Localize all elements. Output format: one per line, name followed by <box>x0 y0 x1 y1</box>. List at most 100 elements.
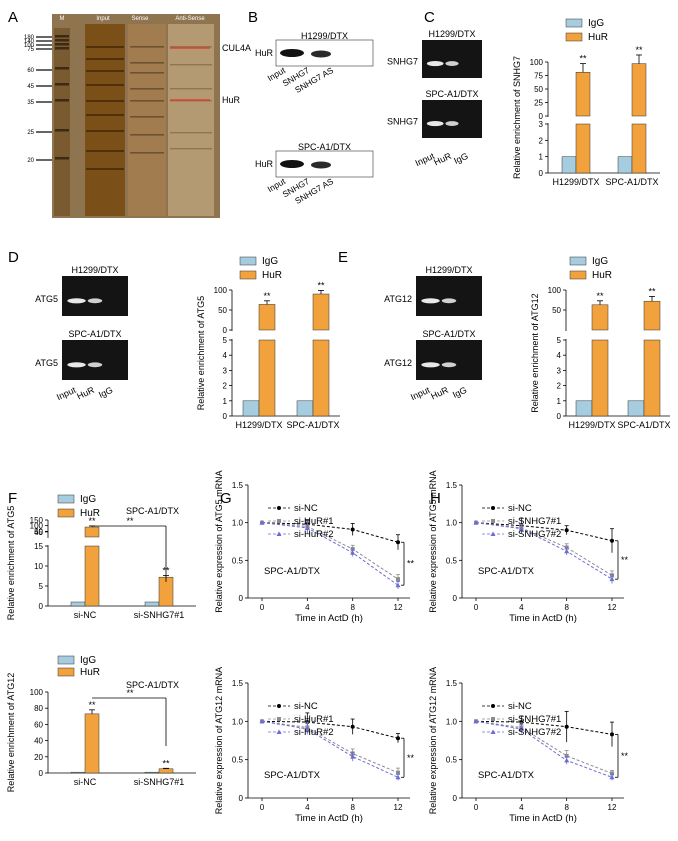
panel-letter-f: F <box>8 490 17 507</box>
y-tick-label: 0 <box>223 326 228 335</box>
legend-marker <box>491 506 495 510</box>
x-axis-label: Time in ActD (h) <box>295 813 363 824</box>
bar-hur-lower <box>591 339 609 417</box>
agarose-gel <box>416 340 482 380</box>
y-tick-label: 25 <box>534 99 543 108</box>
marker-band <box>55 35 69 38</box>
legend-marker <box>276 729 282 734</box>
y-tick-label: 1.5 <box>232 481 244 490</box>
y-tick-label: 1.5 <box>446 481 458 490</box>
y-tick-label: 0 <box>453 594 458 603</box>
y-tick-label: 0 <box>39 602 44 611</box>
data-point <box>564 724 569 729</box>
agarose-gel <box>422 100 482 138</box>
y-tick-label: 50 <box>534 85 543 94</box>
axis-break <box>563 331 569 339</box>
input-band <box>86 70 124 72</box>
y-tick-label: 100 <box>30 688 44 697</box>
bracket-significance: ** <box>126 516 134 526</box>
gel-row-label: SNHG7 <box>387 117 418 127</box>
axis-break <box>45 538 51 545</box>
y-tick-label: 1.5 <box>446 679 458 688</box>
legend-marker <box>277 704 281 708</box>
gel-row-label: ATG12 <box>384 294 412 304</box>
gel-lane-label: HuR <box>429 385 450 402</box>
cell-line-label: SPC-A1/DTX <box>126 506 179 516</box>
bar-igg <box>144 771 160 774</box>
legend-label: HuR <box>262 270 282 281</box>
legend-swatch-hur <box>57 508 75 518</box>
bar-igg <box>627 400 645 417</box>
legend-label: si-NC <box>508 503 532 514</box>
y-tick-label: 5 <box>557 336 562 345</box>
gel-band-input <box>426 60 444 67</box>
input-band <box>86 114 124 116</box>
data-point <box>259 718 265 724</box>
y-tick-label: 0.5 <box>446 756 458 765</box>
marker-band <box>55 99 69 102</box>
bracket-significance: ** <box>126 688 134 698</box>
panel-letter-g: G <box>220 490 232 507</box>
series-line-2 <box>261 522 399 586</box>
marker-band <box>55 67 69 70</box>
bar-hur-lower <box>84 545 100 607</box>
y-tick-label: 0 <box>223 412 228 421</box>
data-point <box>564 753 569 758</box>
marker-size-label: 25 <box>27 130 34 136</box>
y-tick-label: 50 <box>34 527 43 536</box>
gel-column-label: Input <box>96 16 110 22</box>
panel-letter-h: H <box>430 490 441 507</box>
gel-band-input <box>426 120 444 127</box>
bar-hur-lower <box>575 123 591 174</box>
data-point <box>396 736 400 741</box>
legend-label: si-NC <box>294 701 318 712</box>
data-point <box>395 582 401 588</box>
significance-marker: ** <box>621 751 629 761</box>
y-axis-label: Relative enrichment of ATG12 <box>530 293 540 412</box>
y-axis-label: Relative expression of ATG12 mRNA <box>428 667 438 814</box>
sense-band <box>130 116 164 118</box>
y-tick-label: 100 <box>214 286 228 295</box>
legend-label: IgG <box>80 655 96 666</box>
y-tick-label: 50 <box>218 306 227 315</box>
data-point <box>396 540 400 545</box>
bar-hur-upper <box>591 304 609 331</box>
marker-band <box>55 129 69 132</box>
data-point <box>259 520 265 525</box>
sense-band <box>130 62 164 64</box>
data-point <box>350 724 355 729</box>
input-band <box>86 168 124 170</box>
anti-sense-band <box>170 88 212 90</box>
agarose-gel <box>62 340 128 380</box>
blot-title: SPC-A1/DTX <box>298 142 351 152</box>
bar-hur-lower <box>312 339 330 417</box>
cell-line-label: SPC-A1/DTX <box>126 680 179 690</box>
y-tick-label: 0.5 <box>446 556 458 565</box>
bar-igg <box>296 400 314 417</box>
category-label: si-SNHG7#1 <box>134 610 185 620</box>
gel-band-hur <box>87 362 103 368</box>
category-label: SPC-A1/DTX <box>617 420 670 430</box>
x-tick-label: 12 <box>394 803 403 812</box>
marker-size-label: 35 <box>27 100 34 106</box>
sense-band <box>130 152 164 154</box>
input-band <box>86 150 124 152</box>
gel-column-label: M <box>60 16 65 22</box>
legend-label: si-NC <box>508 701 532 712</box>
x-axis-label: Time in ActD (h) <box>509 813 577 824</box>
bar-hur-upper <box>575 72 591 117</box>
gel-band-hur <box>445 121 459 126</box>
data-point <box>518 726 524 731</box>
y-axis-label: Relative expression of ATG5 mRNA <box>428 470 438 612</box>
legend-label: si-SNHG7#1 <box>508 516 561 527</box>
category-label: SPC-A1/DTX <box>286 420 339 430</box>
legend-marker <box>277 506 281 510</box>
bar-hur-upper <box>631 63 647 117</box>
marker-band <box>55 157 69 160</box>
series-line-1 <box>261 522 399 580</box>
sense-band <box>130 72 164 74</box>
data-point <box>304 525 310 530</box>
anti-sense-band <box>170 100 212 102</box>
gel-band-hur <box>441 362 457 368</box>
marker-size-label: 100 <box>24 43 35 49</box>
